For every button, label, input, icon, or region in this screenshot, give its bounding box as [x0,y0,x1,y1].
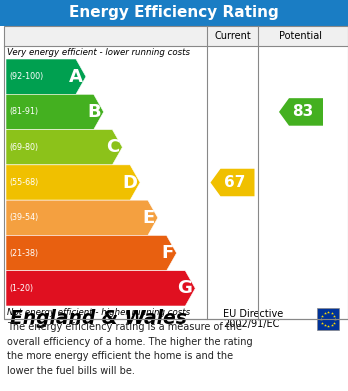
Text: 67: 67 [224,175,245,190]
Text: (69-80): (69-80) [9,143,38,152]
Text: C: C [106,138,119,156]
Polygon shape [211,169,254,196]
Text: D: D [122,174,137,192]
Text: F: F [161,244,174,262]
Polygon shape [6,94,104,129]
Text: (39-54): (39-54) [9,213,38,222]
Polygon shape [6,129,122,165]
Text: The energy efficiency rating is a measure of the
overall efficiency of a home. T: The energy efficiency rating is a measur… [7,323,253,376]
Text: (81-91): (81-91) [9,108,38,117]
Bar [0,0,348,26]
Polygon shape [279,98,323,126]
Text: G: G [177,279,192,298]
Polygon shape [6,165,140,200]
Text: 2002/91/EC: 2002/91/EC [223,319,279,329]
Bar [317,308,339,330]
Text: A: A [69,68,83,86]
Text: (1-20): (1-20) [9,284,33,293]
Polygon shape [6,271,195,306]
Text: Potential: Potential [279,31,323,41]
Text: England & Wales: England & Wales [10,310,187,328]
Text: EU Directive: EU Directive [223,309,283,319]
Polygon shape [6,59,86,94]
Text: Current: Current [214,31,251,41]
Text: (21-38): (21-38) [9,249,38,258]
Polygon shape [6,235,176,271]
Text: (92-100): (92-100) [9,72,43,81]
Text: Not energy efficient - higher running costs: Not energy efficient - higher running co… [7,308,190,317]
Bar [4,26,348,319]
Text: B: B [87,103,101,121]
Text: 83: 83 [292,104,314,119]
Bar [4,26,348,46]
Text: E: E [143,209,155,227]
Text: Very energy efficient - lower running costs: Very energy efficient - lower running co… [7,48,190,57]
Text: Energy Efficiency Rating: Energy Efficiency Rating [69,5,279,20]
Polygon shape [6,200,158,235]
Text: (55-68): (55-68) [9,178,38,187]
